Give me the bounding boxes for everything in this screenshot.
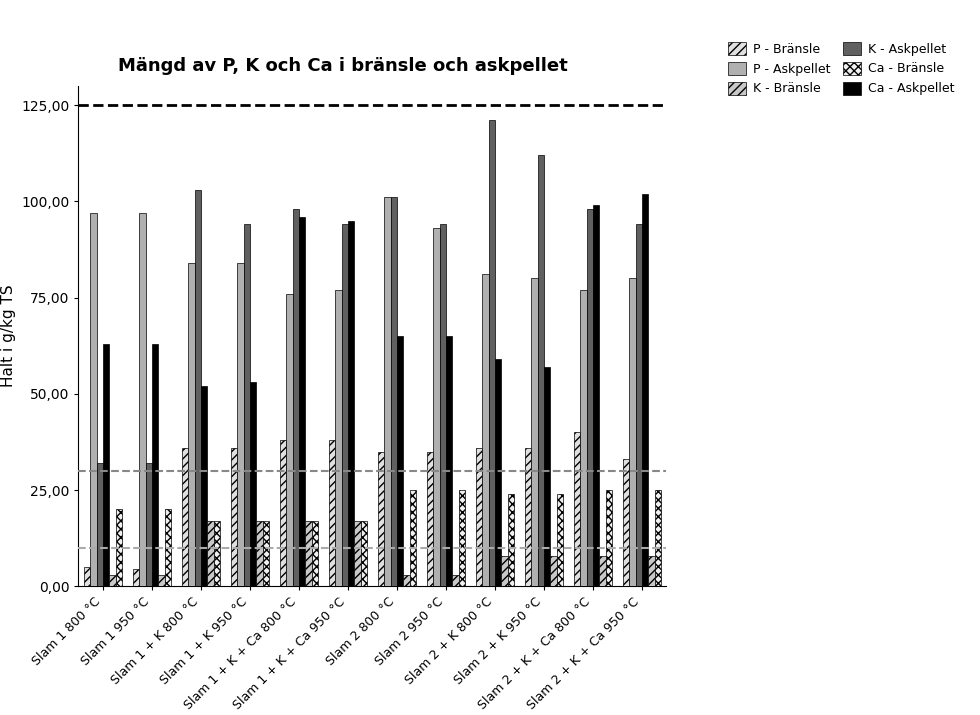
Bar <box>328 440 335 586</box>
Bar <box>488 120 495 586</box>
Bar <box>188 263 194 586</box>
Bar <box>384 197 390 586</box>
Bar <box>243 225 250 586</box>
Bar <box>110 575 116 586</box>
Bar <box>551 556 557 586</box>
Bar <box>279 440 286 586</box>
Bar <box>207 521 214 586</box>
Bar <box>83 567 90 586</box>
Bar <box>574 433 580 586</box>
Bar <box>145 463 152 586</box>
Bar <box>629 278 635 586</box>
Bar <box>292 209 299 586</box>
Bar <box>531 278 537 586</box>
Bar <box>580 290 586 586</box>
Bar <box>642 194 648 586</box>
Bar <box>139 213 145 586</box>
Bar <box>544 367 550 586</box>
Bar <box>537 155 544 586</box>
Bar <box>452 575 459 586</box>
Bar <box>495 359 501 586</box>
Bar <box>152 344 158 586</box>
Bar <box>648 556 655 586</box>
Bar <box>305 521 312 586</box>
Bar <box>403 575 410 586</box>
Bar <box>508 494 514 586</box>
Bar <box>439 225 446 586</box>
Bar <box>133 569 139 586</box>
Bar <box>103 344 110 586</box>
Bar <box>354 521 361 586</box>
Bar <box>482 275 488 586</box>
Bar <box>635 225 642 586</box>
Bar <box>348 220 354 586</box>
Bar <box>586 209 593 586</box>
Text: Mängd av P, K och Ca i bränsle och askpellet: Mängd av P, K och Ca i bränsle och askpe… <box>119 57 567 75</box>
Bar <box>459 490 465 586</box>
Y-axis label: Halt i g/kg TS: Halt i g/kg TS <box>1 285 16 388</box>
Bar <box>299 217 305 586</box>
Bar <box>426 452 433 586</box>
Bar <box>446 336 452 586</box>
Bar <box>525 448 531 586</box>
Bar <box>655 490 661 586</box>
Bar <box>96 463 103 586</box>
Bar <box>341 225 348 586</box>
Bar <box>286 294 292 586</box>
Bar <box>256 521 263 586</box>
Bar <box>182 448 188 586</box>
Bar <box>502 556 508 586</box>
Bar <box>600 556 606 586</box>
Bar <box>623 459 629 586</box>
Bar <box>250 383 256 586</box>
Bar <box>237 263 243 586</box>
Bar <box>194 189 201 586</box>
Bar <box>606 490 612 586</box>
Bar <box>165 509 171 586</box>
Bar <box>201 386 208 586</box>
Bar <box>116 509 122 586</box>
Bar <box>593 205 599 586</box>
Bar <box>390 197 397 586</box>
Bar <box>377 452 384 586</box>
Bar <box>433 228 439 586</box>
Legend: P - Bränsle, P - Askpellet, K - Bränsle, K - Askpellet, Ca - Bränsle, Ca - Askpe: P - Bränsle, P - Askpellet, K - Bränsle,… <box>727 42 955 95</box>
Bar <box>214 521 220 586</box>
Bar <box>312 521 318 586</box>
Bar <box>557 494 563 586</box>
Bar <box>397 336 403 586</box>
Bar <box>263 521 269 586</box>
Bar <box>361 521 367 586</box>
Bar <box>158 575 165 586</box>
Bar <box>410 490 416 586</box>
Bar <box>231 448 237 586</box>
Bar <box>335 290 341 586</box>
Bar <box>90 213 96 586</box>
Bar <box>475 448 482 586</box>
